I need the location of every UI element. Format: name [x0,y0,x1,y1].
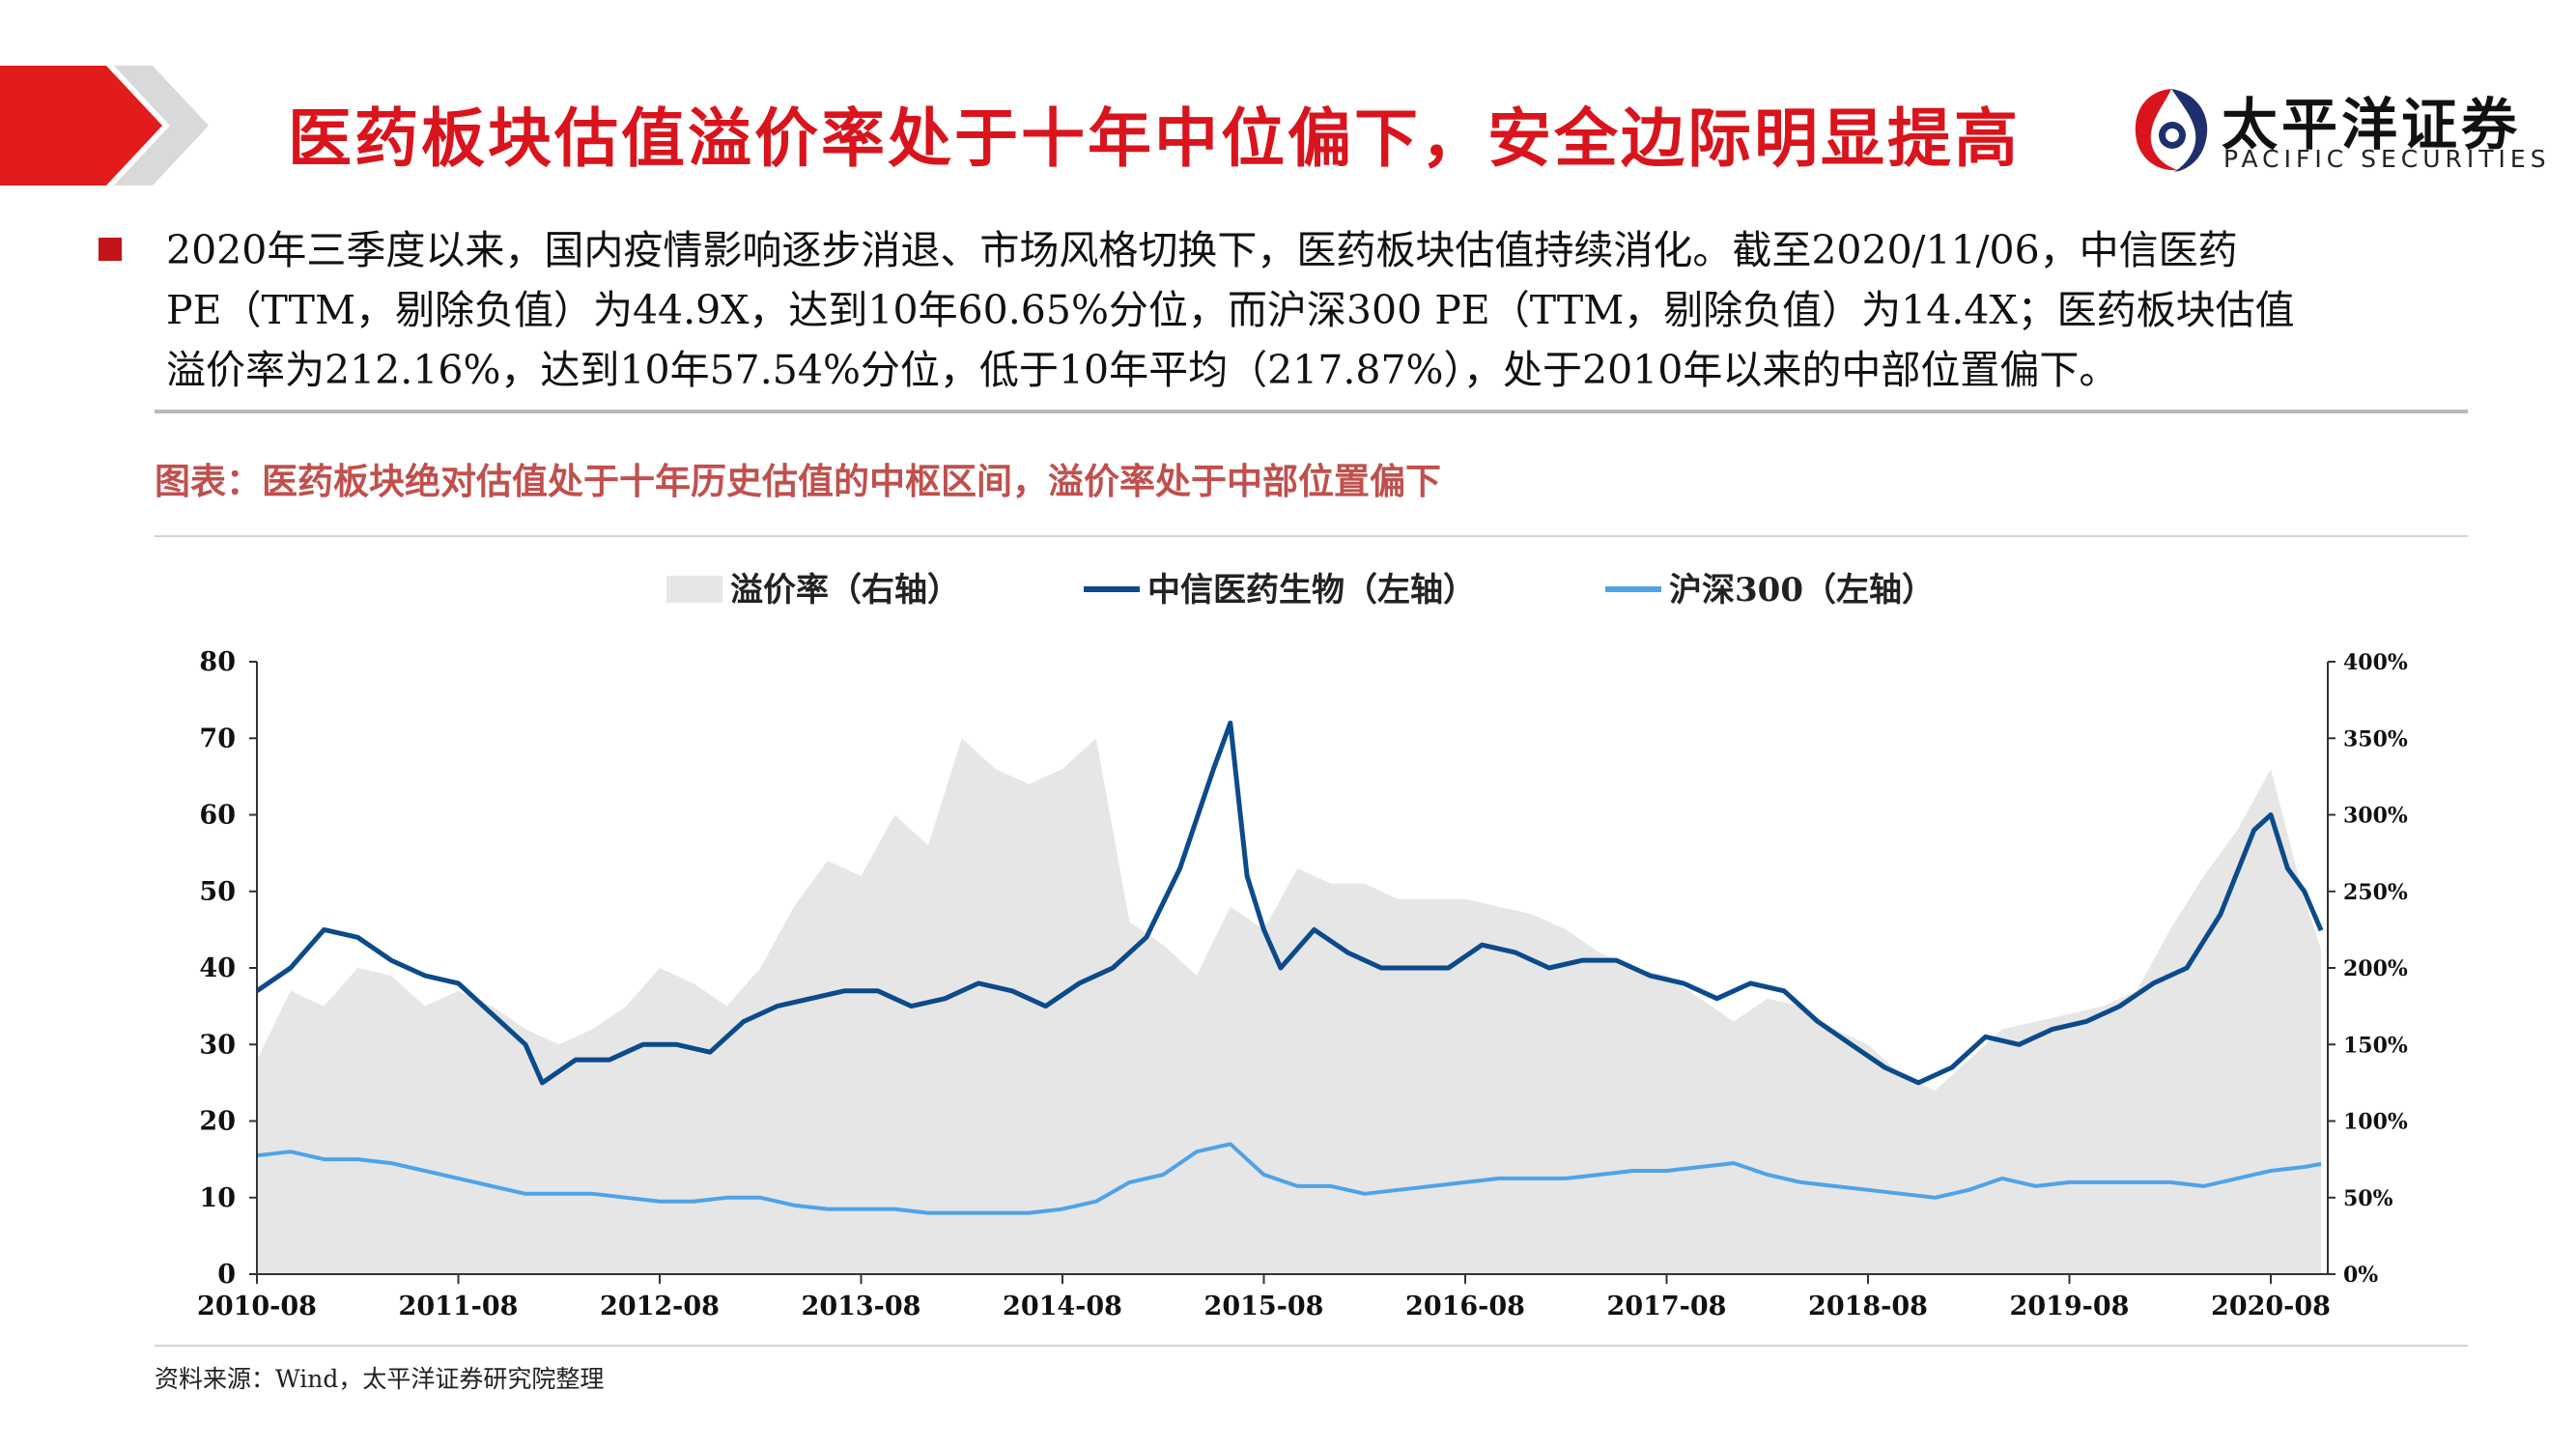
pe-premium-chart: 溢价率（右轴） 中信医药生物（左轴） 沪深300（左轴） 0 10 20 30 40 50 60… [197,571,2408,1321]
y-left-tick-label: 50 [199,877,236,907]
x-tick-label: 2010-08 [197,1292,317,1321]
x-tick-label: 2020-08 [2211,1292,2331,1321]
x-tick-label: 2017-08 [1607,1292,1727,1321]
y-right-tick-label: 150% [2343,1033,2408,1058]
y-left-tick-label: 80 [199,647,236,677]
y-left-tick-label: 10 [199,1183,236,1213]
axis-layer: 0 10 20 30 40 50 60 70 80 0% 50% 100% 150% 200% 250% 30… [197,647,2408,1321]
legend-label: 溢价率（右轴） [730,571,960,610]
x-tick-label: 2015-08 [1204,1292,1324,1321]
x-tick-label: 2012-08 [600,1292,720,1321]
y-left-tick-label: 30 [199,1030,236,1060]
series-area-premium [257,738,2322,1274]
summary-paragraph: 2020年三季度以来，国内疫情影响逐步消退、市场风格切换下，医药板块估值持续消化… [166,220,2484,400]
x-tick-label: 2018-08 [1808,1292,1928,1321]
header-banner [0,66,209,185]
y-right-tick-label: 400% [2343,650,2408,675]
page-title: 医药板块估值溢价率处于十年中位偏下，安全边际明显提高 [288,101,2021,176]
x-tick-label: 2016-08 [1405,1292,1525,1321]
summary-line: 溢价率为212.16%，达到10年57.54%分位，低于10年平均（217.87… [166,347,2119,393]
section-divider [155,410,2468,413]
y-left-tick-label: 40 [199,953,236,983]
y-right-tick-label: 200% [2343,956,2408,981]
y-left-tick-label: 70 [199,724,236,753]
x-tick-label: 2013-08 [802,1292,921,1321]
bullet-square-icon [99,238,122,261]
legend-label: 中信医药生物（左轴） [1147,571,1476,610]
line-layer [255,720,2324,1215]
y-right-tick-label: 0% [2343,1263,2378,1288]
y-left-tick-label: 60 [199,801,236,831]
logo-text-en: PACIFIC SECURITIES [2223,145,2551,173]
banner-red-arrow [0,66,162,185]
x-tick-label: 2019-08 [2010,1292,2130,1321]
y-left-tick-label: 0 [217,1260,236,1290]
chart-bottom-rule [155,1345,2468,1347]
chart-top-rule [155,535,2468,537]
logo-text-cn: 太平洋证券 [2222,92,2522,157]
legend-swatch [666,576,722,603]
area-layer [257,738,2322,1274]
y-right-tick-label: 100% [2343,1110,2408,1135]
y-right-tick-label: 50% [2343,1186,2393,1211]
banner-grey-arrow [114,66,209,185]
x-tick-label: 2014-08 [1003,1292,1122,1321]
chart-caption: 图表：医药板块绝对估值处于十年历史估值的中枢区间，溢价率处于中部位置偏下 [155,461,1441,502]
y-right-tick-label: 250% [2343,880,2408,905]
series-line-1 [255,720,2324,1086]
x-tick-label: 2011-08 [399,1292,519,1321]
summary-line: PE（TTM，剔除负值）为44.9X，达到10年60.65%分位，而沪深300 … [166,287,2295,333]
series-line-2 [256,1142,2322,1215]
chart-legend: 溢价率（右轴） 中信医药生物（左轴） 沪深300（左轴） [666,571,1935,610]
y-right-tick-label: 300% [2343,804,2408,829]
logo-icon [2135,89,2208,172]
y-right-tick-label: 350% [2343,726,2408,752]
source-note: 资料来源：Wind，太平洋证券研究院整理 [155,1365,605,1393]
summary-line: 2020年三季度以来，国内疫情影响逐步消退、市场风格切换下，医药板块估值持续消化… [166,227,2238,273]
legend-label: 沪深300（左轴） [1669,571,1935,610]
y-left-tick-label: 20 [199,1107,236,1137]
